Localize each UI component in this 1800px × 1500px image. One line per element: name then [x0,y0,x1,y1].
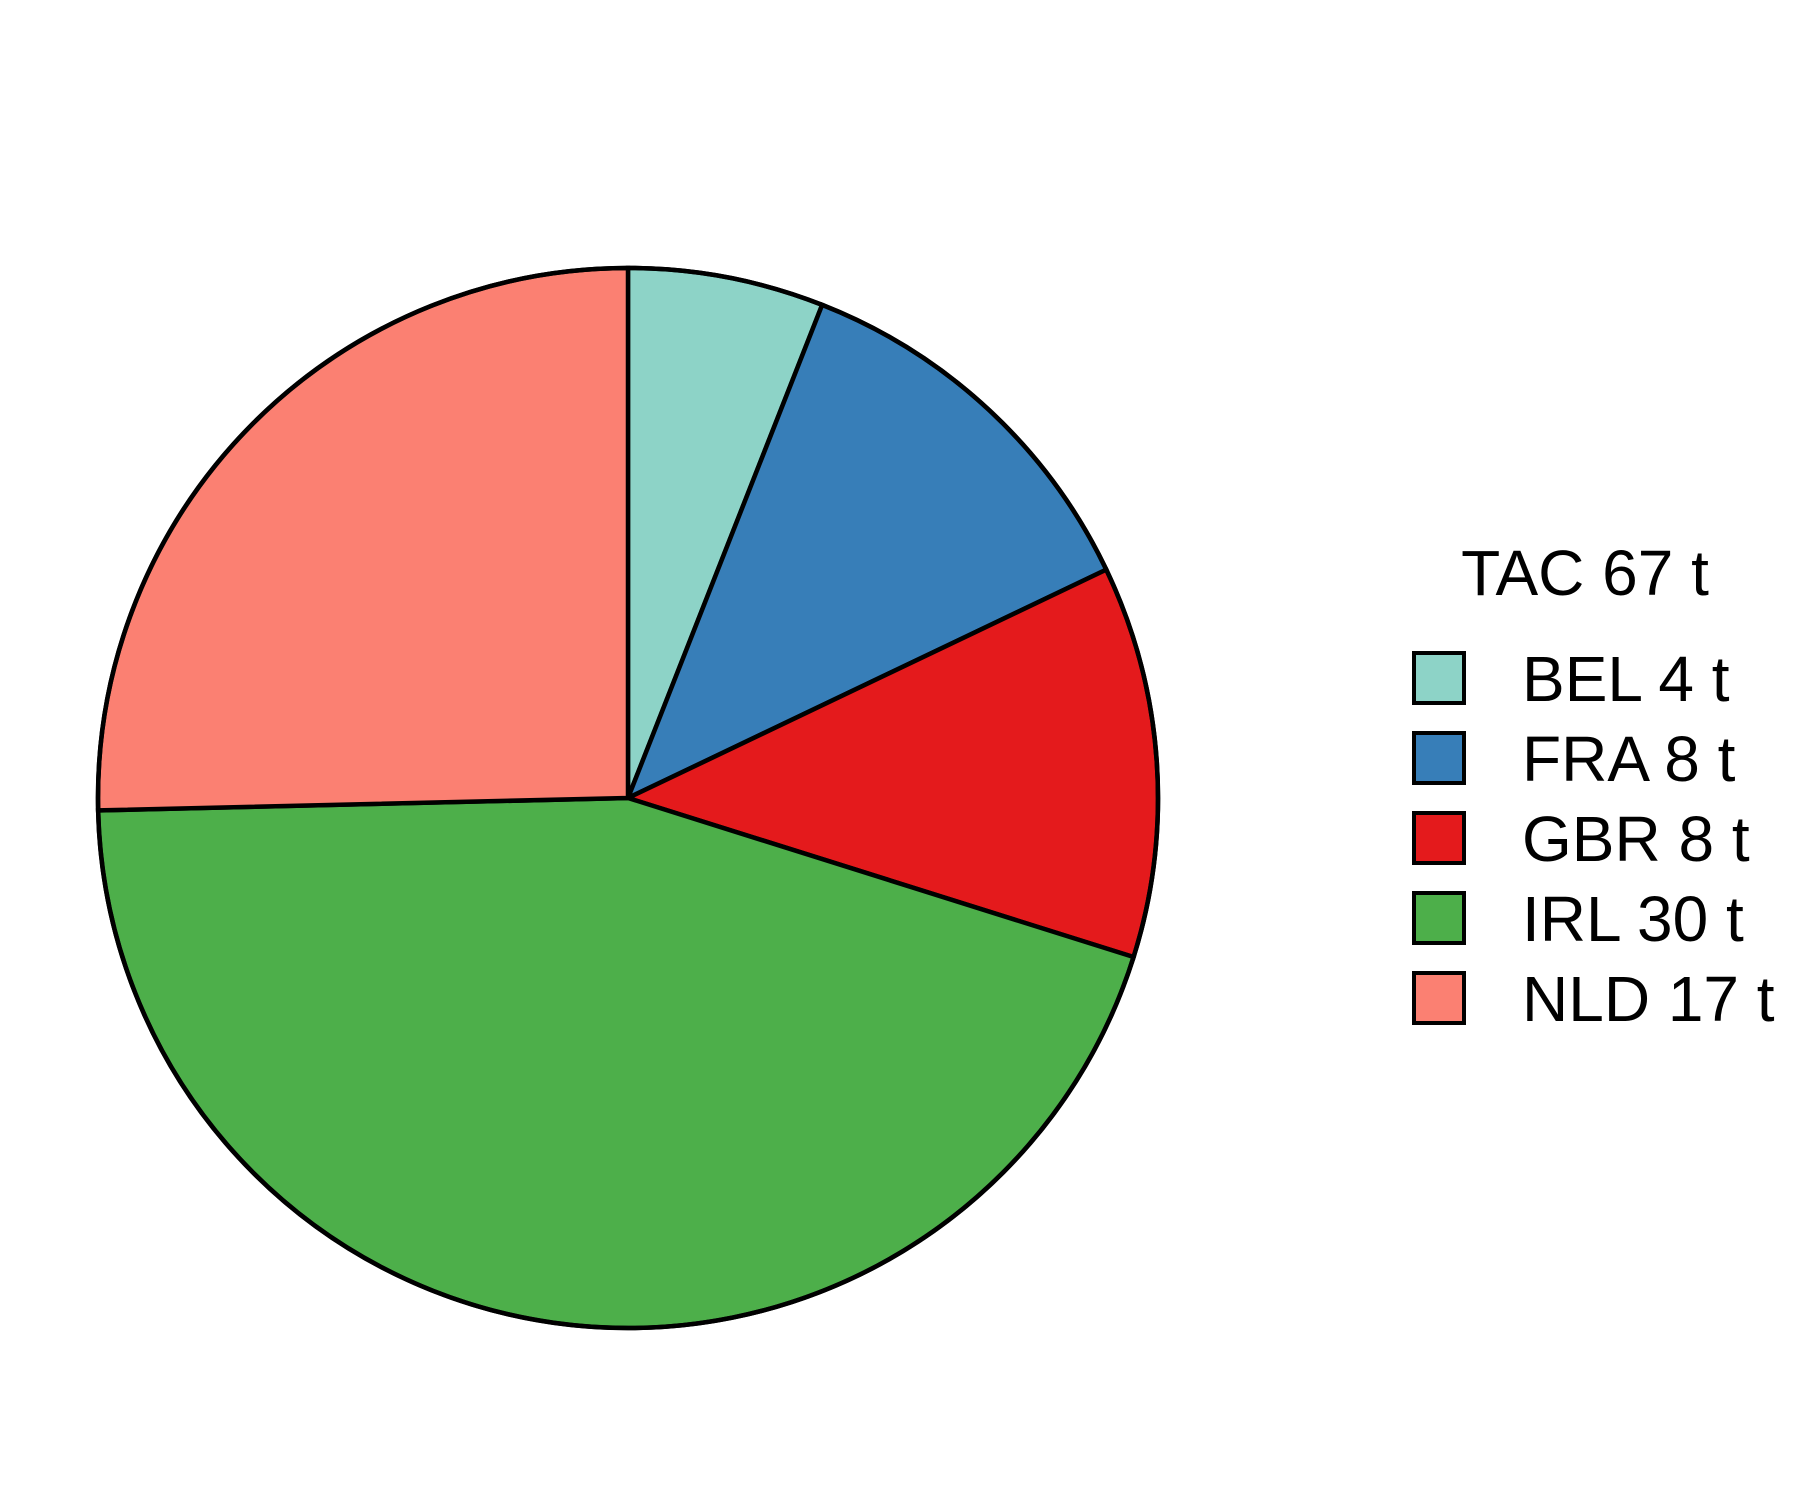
legend: TAC 67 t BEL 4 t FRA 8 t GBR 8 t IRL 30 t NL… [1412,537,1775,1035]
legend-label-fra: FRA 8 t [1522,723,1736,795]
legend-swatch-irl [1412,891,1466,945]
legend-swatch-gbr [1412,811,1466,865]
pie-outline [95,265,1161,1331]
legend-label-gbr: GBR 8 t [1522,803,1750,875]
legend-label-irl: IRL 30 t [1522,883,1744,955]
legend-title: TAC 67 t [1461,537,1709,609]
legend-label-nld: NLD 17 t [1522,963,1775,1035]
pie-slice-nld [95,265,631,813]
legend-swatch-fra [1412,731,1466,785]
legend-swatch-nld [1412,971,1466,1025]
pie-slices [95,265,1161,1331]
legend-swatch-bel [1412,651,1466,705]
legend-label-bel: BEL 4 t [1522,643,1730,715]
legend-items: BEL 4 t FRA 8 t GBR 8 t IRL 30 t NLD 17 t [1412,643,1775,1035]
